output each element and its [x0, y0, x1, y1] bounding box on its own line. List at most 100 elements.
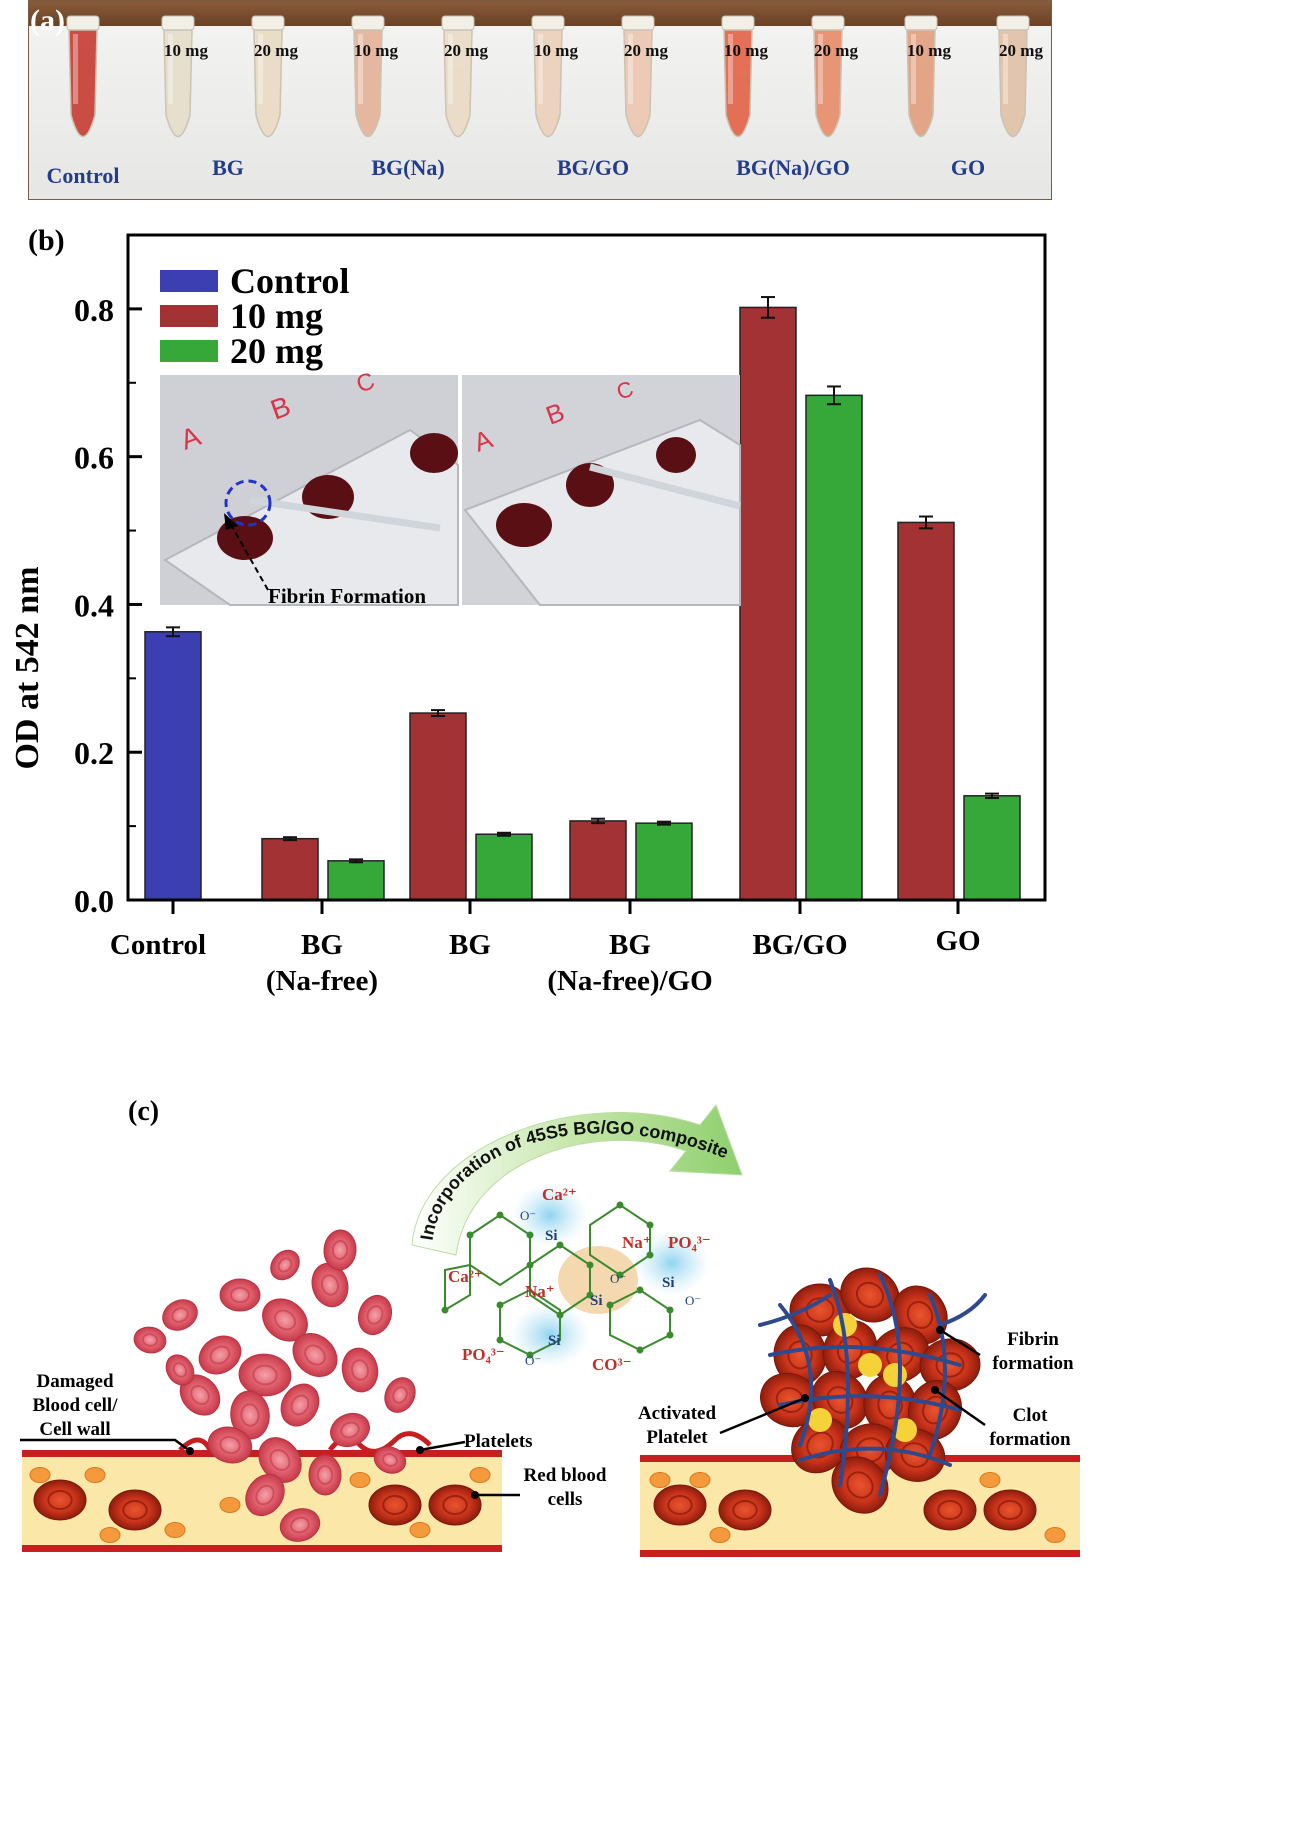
left-vessel [22, 1229, 502, 1552]
red-blood-cell [428, 1484, 482, 1526]
red-blood-cell [357, 1294, 393, 1336]
label-clot-1: Clot [1013, 1405, 1049, 1426]
tube [996, 15, 1030, 137]
red-blood-cell [308, 1454, 342, 1496]
y-tick-label: 0.0 [74, 883, 114, 919]
label-fibrin-2: formation [992, 1353, 1074, 1374]
bar [897, 521, 955, 901]
error-bar [827, 385, 841, 406]
red-blood-cell [162, 1299, 198, 1331]
group-label: BG [212, 155, 244, 180]
network-ca-1: Ca²⁺ [542, 1185, 577, 1204]
bar [261, 837, 319, 901]
activated-platelet [833, 1313, 857, 1337]
network-o-3: O⁻ [685, 1293, 701, 1308]
error-bar [919, 515, 933, 530]
label-rbc-2: cells [548, 1489, 583, 1510]
bar [963, 795, 1021, 901]
legend-label: 10 mg [230, 296, 323, 336]
fibrin-highlight-circle [224, 479, 272, 527]
red-blood-cell [230, 1390, 270, 1440]
platelet [219, 1497, 241, 1513]
axis-layer: 0.0 0.2 0.4 0.6 0.8 Control BG (Na-free) BG BG (Na… [74, 233, 1047, 997]
bg-go-network: Ca²⁺ Na⁺ PO₄³⁻ Ca²⁺ Na⁺ PO₄³⁻ CO³⁻ Si Si… [441, 1183, 711, 1374]
right-vessel [640, 1267, 1080, 1557]
bar [475, 833, 533, 901]
bar [739, 306, 797, 901]
legend-swatch [160, 270, 218, 292]
label-activated-1: Activated [638, 1403, 717, 1424]
error-bar [497, 831, 511, 837]
tube-mass-label: 20 mg [814, 41, 858, 60]
red-blood-cell [368, 1484, 422, 1526]
group-label: BG/GO [557, 155, 629, 180]
label-clot-2: formation [989, 1429, 1071, 1450]
tube-mass-label: 10 mg [164, 41, 208, 60]
y-tick-label: 0.2 [74, 735, 114, 771]
fibrin-strands [758, 1273, 987, 1497]
red-blood-cell [983, 1489, 1037, 1531]
red-blood-cell [165, 1354, 195, 1386]
error-bar [349, 858, 363, 864]
network-si-2: Si [590, 1293, 603, 1309]
bar [409, 712, 467, 901]
red-blood-cell [773, 1324, 827, 1386]
panel-a-photo: 10 mg 20 mg 10 mg 20 mg 10 mg 20 mg 10 mg 20 mg… [28, 0, 1052, 200]
group-label: GO [951, 155, 985, 180]
red-blood-cell [831, 1456, 889, 1514]
red-blood-cell [718, 1489, 772, 1531]
legend-swatch [160, 305, 218, 327]
tube-mass-label: 20 mg [254, 41, 298, 60]
network-po4-1: PO₄³⁻ [668, 1233, 711, 1252]
tube-mass-label: 20 mg [624, 41, 668, 60]
red-blood-cell [923, 1489, 977, 1531]
platelet [709, 1527, 731, 1543]
x-tick-label: BG [609, 929, 651, 961]
red-blood-cell [238, 1353, 292, 1397]
label-damaged-2: Blood cell/ [33, 1395, 119, 1416]
network-po4-2: PO₄³⁻ [462, 1345, 505, 1364]
red-blood-cell [198, 1335, 242, 1375]
x-tick-label: GO [935, 925, 980, 957]
group-label: Control [47, 163, 120, 188]
red-blood-cell [133, 1326, 167, 1354]
tube [721, 15, 755, 137]
error-bar [166, 626, 180, 638]
legend-swatch [160, 340, 218, 362]
platelet [29, 1467, 51, 1483]
network-o-2: O⁻ [610, 1271, 626, 1286]
group-label: BG(Na)/GO [736, 155, 850, 180]
x-tick-label: BG [301, 929, 343, 961]
platelet [689, 1472, 711, 1488]
platelet [409, 1522, 431, 1538]
red-blood-cell [373, 1446, 407, 1474]
platelet [1044, 1527, 1066, 1543]
error-bar [431, 709, 445, 718]
label-activated-2: Platelet [646, 1427, 708, 1448]
y-tick-label: 0.8 [74, 292, 114, 328]
error-bar [985, 792, 999, 800]
label-platelets: Platelets [464, 1431, 533, 1452]
red-blood-cell [384, 1377, 416, 1413]
bar [569, 820, 627, 901]
tube-mass-label: 10 mg [907, 41, 951, 60]
x-tick-label: Control [110, 929, 206, 961]
tube [251, 15, 285, 137]
tube [441, 15, 475, 137]
platelet [99, 1527, 121, 1543]
platelet [164, 1522, 186, 1538]
platelet [84, 1467, 106, 1483]
red-blood-cell [653, 1484, 707, 1526]
red-blood-cell [207, 1426, 253, 1464]
y-tick-label: 0.4 [74, 587, 114, 623]
tube-mass-label: 20 mg [999, 41, 1043, 60]
red-blood-cell [341, 1347, 379, 1393]
red-blood-cell [108, 1489, 162, 1531]
network-si-1: Si [545, 1228, 558, 1244]
panel-c-label: (c) [128, 1096, 159, 1127]
platelet [979, 1472, 1001, 1488]
network-o-1: O⁻ [520, 1208, 536, 1223]
label-fibrin-1: Fibrin [1007, 1329, 1059, 1350]
error-bar [761, 296, 775, 319]
